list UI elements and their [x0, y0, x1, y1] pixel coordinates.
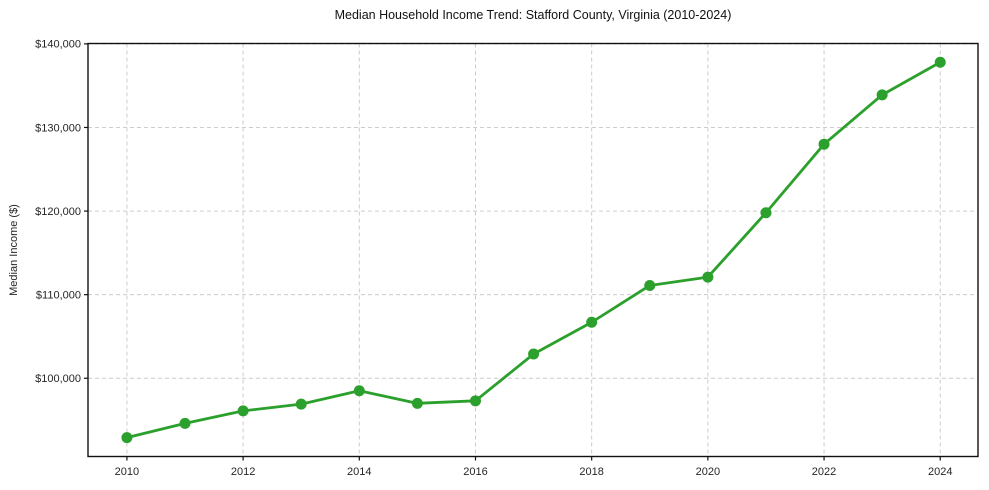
data-point-2012 [237, 405, 249, 417]
data-point-2021 [760, 207, 772, 219]
axes-spines [87, 42, 979, 458]
x-tick-label: 2014 [347, 466, 371, 478]
data-point-2019 [644, 279, 656, 291]
x-tick-label: 2010 [115, 466, 139, 478]
data-point-2014 [353, 385, 365, 397]
trend-line [125, 60, 942, 440]
y-tick-label: $100,000 [35, 373, 81, 385]
x-tick-label: 2012 [231, 466, 255, 478]
data-point-2011 [179, 417, 191, 429]
x-tick-label: 2022 [812, 466, 836, 478]
data-point-2023 [876, 89, 888, 101]
y-axis-label: Median Income ($) [8, 204, 20, 296]
data-point-2020 [702, 271, 714, 283]
y-tick-label: $140,000 [35, 39, 81, 51]
x-tick-label: 2024 [928, 466, 952, 478]
data-point-2022 [818, 138, 830, 150]
data-point-2013 [295, 398, 307, 410]
y-tick-label: $130,000 [35, 122, 81, 134]
chart-title: Median Household Income Trend: Stafford … [334, 8, 732, 22]
data-point-2017 [528, 348, 540, 360]
y-tick-label: $110,000 [36, 289, 81, 301]
data-point-2010 [121, 432, 133, 444]
data-point-2016 [469, 395, 481, 407]
data-point-2015 [411, 397, 423, 409]
data-point-2018 [586, 316, 598, 328]
x-tick-label: 2018 [579, 466, 603, 478]
x-tick-label: 2016 [463, 466, 487, 478]
y-tick-label: $120,000 [35, 206, 81, 218]
x-tick-label: 2020 [696, 466, 720, 478]
data-point-2024 [934, 56, 946, 68]
